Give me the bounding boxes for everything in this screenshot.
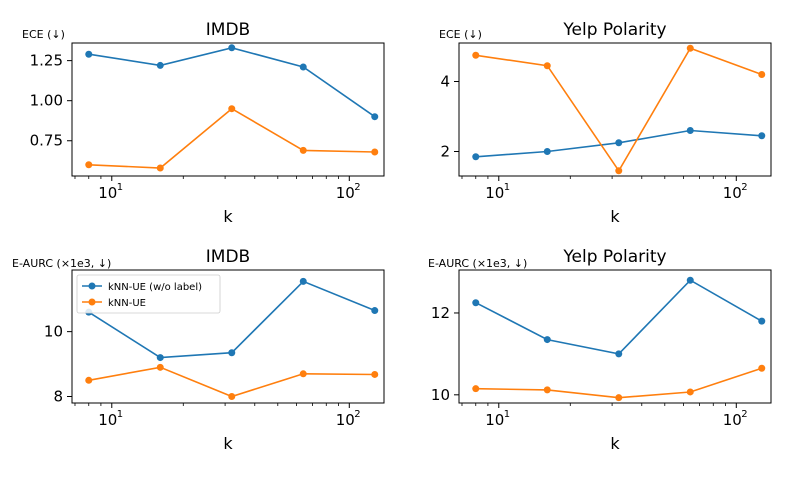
chart-title: IMDB: [206, 20, 250, 40]
data-point: [472, 385, 480, 393]
data-point: [228, 44, 236, 52]
plot-frame: [71, 269, 385, 404]
data-point: [615, 167, 623, 175]
data-point: [758, 317, 766, 325]
y-tick-label: 2: [440, 143, 450, 161]
data-point: [228, 349, 236, 357]
legend-box: [76, 274, 221, 314]
x-tick-label: 10: [723, 184, 742, 202]
x-tick-exponent: 2: [354, 182, 360, 193]
x-tick-label: 10: [98, 184, 117, 202]
data-point: [299, 63, 307, 71]
x-tick-exponent: 1: [117, 182, 123, 193]
y-tick-label: 0.75: [30, 132, 63, 150]
data-point: [615, 139, 623, 147]
series-line: [88, 107, 375, 169]
data-point: [686, 127, 694, 134]
y-tick-label: 1.00: [30, 92, 63, 110]
x-tick-label: 10: [98, 411, 117, 429]
data-point: [228, 105, 236, 113]
data-point: [156, 363, 164, 371]
legend-marker: [88, 282, 96, 290]
x-tick-label: 10: [485, 184, 504, 202]
y-axis-label: ECE (↓): [22, 28, 65, 41]
data-point: [472, 299, 480, 307]
data-point: [472, 51, 480, 59]
y-tick-label: 10: [44, 323, 63, 341]
y-axis-label: E-AURC (×1e3, ↓): [12, 257, 111, 270]
data-point: [85, 50, 93, 58]
data-point: [543, 386, 551, 394]
x-tick-exponent: 2: [354, 409, 360, 420]
data-point: [85, 161, 93, 169]
x-axis-label: k: [223, 207, 233, 226]
x-tick-label: 10: [336, 184, 355, 202]
y-tick-label: 12: [431, 304, 450, 322]
series-line: [88, 366, 375, 398]
data-point: [472, 153, 480, 161]
data-point: [543, 336, 551, 344]
legend-marker: [88, 298, 96, 306]
data-point: [686, 44, 694, 52]
data-point: [156, 164, 164, 172]
data-point: [615, 350, 623, 358]
x-axis-label: k: [223, 434, 233, 453]
y-axis-label: E-AURC (×1e3, ↓): [428, 257, 527, 270]
data-point: [758, 71, 766, 78]
x-tick-exponent: 2: [741, 409, 747, 420]
chart-title: Yelp Polarity: [562, 20, 666, 40]
plot-frame: [71, 42, 385, 177]
x-tick-label: 10: [485, 411, 504, 429]
y-tick-label: 1.25: [30, 52, 63, 70]
data-point: [299, 370, 307, 378]
x-tick-exponent: 1: [117, 409, 123, 420]
data-point: [85, 376, 93, 384]
series-line: [475, 47, 763, 173]
data-point: [543, 62, 551, 70]
data-point: [758, 132, 766, 140]
x-axis-label: k: [610, 434, 620, 453]
y-axis-label: ECE (↓): [439, 28, 482, 41]
data-point: [686, 276, 694, 284]
data-point: [371, 113, 379, 121]
plot-frame: [458, 42, 772, 177]
y-tick-label: 8: [53, 388, 63, 406]
y-tick-label: 10: [431, 386, 450, 404]
y-tick-label: 4: [440, 73, 450, 91]
series-line: [475, 279, 763, 355]
plot-frame: [458, 269, 772, 404]
x-tick-exponent: 1: [504, 182, 510, 193]
data-point: [686, 388, 694, 396]
data-point: [299, 146, 307, 154]
data-point: [758, 364, 766, 372]
data-point: [371, 148, 379, 156]
data-point: [228, 393, 236, 401]
x-axis-label: k: [610, 207, 620, 226]
chart-title: Yelp Polarity: [562, 247, 666, 267]
x-tick-label: 10: [723, 411, 742, 429]
x-tick-exponent: 2: [741, 182, 747, 193]
legend-entry: kNN-UE: [108, 298, 146, 309]
data-point: [543, 148, 551, 155]
x-tick-label: 10: [336, 411, 355, 429]
data-point: [615, 394, 623, 402]
x-tick-exponent: 1: [504, 409, 510, 420]
data-point: [371, 370, 379, 378]
series-line: [475, 367, 763, 399]
legend-entry: kNN-UE (w/o label): [108, 282, 202, 293]
chart-title: IMDB: [206, 247, 250, 267]
data-point: [156, 61, 164, 69]
data-point: [299, 277, 307, 285]
data-point: [371, 307, 379, 315]
data-point: [156, 354, 164, 362]
legend: kNN-UE (w/o label) kNN-UE: [76, 274, 221, 314]
